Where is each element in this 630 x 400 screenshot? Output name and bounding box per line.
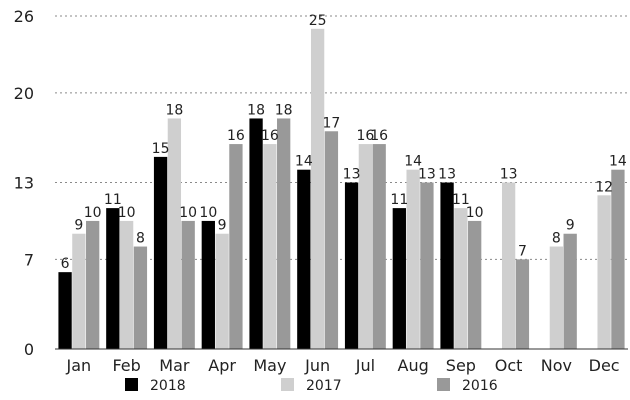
x-tick-label-jul: Jul [355, 356, 375, 375]
bar-sep-2016 [468, 220, 482, 349]
bar-jul-2016 [372, 144, 386, 349]
bar-apr-2018 [201, 220, 215, 349]
bar-nov-2017 [549, 246, 564, 349]
bar-apr-2017 [215, 233, 229, 349]
x-tick-label-feb: Feb [112, 356, 140, 375]
bar-dec-2016 [611, 169, 625, 349]
data-label-jan-2016: 10 [84, 205, 102, 221]
data-label-may-2017: 16 [261, 128, 279, 144]
x-tick-label-mar: Mar [159, 356, 190, 375]
x-axis: Jan Feb Mar Apr May Jun Jul Aug Sep Oct Nov Dec [55, 348, 628, 375]
bar-dec-2017 [597, 195, 611, 349]
bar-may-2016 [277, 118, 291, 349]
y-tick-label: 26 [14, 7, 34, 26]
bar-mar-2017 [167, 118, 182, 349]
data-label-oct-2016: 7 [518, 243, 527, 259]
data-label-jul-2017: 16 [356, 128, 374, 144]
legend-label-2018: 2018 [150, 378, 186, 394]
bar-may-2018 [249, 118, 263, 349]
data-label-jul-2018: 13 [343, 167, 361, 183]
data-label-jun-2017: 25 [309, 13, 327, 29]
x-tick-label-jan: Jan [66, 356, 92, 375]
data-label-mar-2018: 15 [152, 141, 170, 157]
x-tick-label-apr: Apr [208, 356, 236, 375]
data-label-nov-2016: 9 [566, 218, 575, 234]
data-label-aug-2018: 11 [390, 192, 408, 208]
data-label-feb-2016: 8 [136, 231, 145, 247]
legend-label-2017: 2017 [306, 378, 342, 394]
legend-swatch-2016 [437, 378, 450, 391]
data-label-may-2018: 18 [247, 102, 265, 118]
data-label-apr-2018: 10 [199, 205, 217, 221]
bar-mar-2016 [181, 220, 195, 349]
bar-mar-2018 [153, 156, 168, 349]
bar-jun-2018 [297, 169, 311, 349]
bar-feb-2016 [133, 246, 148, 349]
bar-apr-2016 [229, 144, 243, 349]
bar-jan-2016 [86, 220, 100, 349]
bar-aug-2017 [406, 169, 420, 349]
data-label-feb-2017: 10 [118, 205, 136, 221]
x-tick-label-oct: Oct [495, 356, 523, 375]
y-axis: 0 7 13 20 26 [14, 7, 34, 359]
data-label-feb-2018: 11 [104, 192, 122, 208]
bar-sep-2018 [440, 182, 454, 349]
data-label-jul-2016: 16 [370, 128, 388, 144]
legend-item-2018: 2018 [125, 378, 186, 394]
x-tick-label-jun: Jun [304, 356, 330, 375]
bar-sep-2017 [454, 208, 468, 349]
bar-aug-2018 [392, 208, 406, 349]
bar-jan-2018 [58, 272, 72, 349]
x-tick-label-nov: Nov [541, 356, 572, 375]
legend-swatch-2017 [281, 378, 294, 391]
data-label-aug-2017: 14 [404, 154, 422, 170]
bars [58, 28, 625, 350]
bar-may-2017 [263, 144, 277, 349]
bar-nov-2016 [563, 233, 577, 349]
bar-jul-2017 [358, 144, 373, 349]
x-tick-label-dec: Dec [589, 356, 620, 375]
y-tick-label: 0 [24, 340, 34, 359]
data-label-dec-2017: 12 [595, 179, 613, 195]
gridlines [55, 15, 628, 260]
y-tick-label: 20 [14, 84, 34, 103]
x-tick-label-may: May [253, 356, 286, 375]
y-tick-label: 13 [14, 174, 34, 193]
data-label-sep-2018: 13 [438, 167, 456, 183]
data-label-sep-2017: 11 [452, 192, 470, 208]
data-label-nov-2017: 8 [552, 231, 561, 247]
data-label-mar-2017: 18 [165, 102, 183, 118]
bar-jun-2016 [324, 131, 339, 349]
data-label-jun-2016: 17 [323, 115, 341, 131]
y-tick-label: 7 [24, 250, 34, 269]
bar-oct-2017 [501, 182, 516, 349]
legend-swatch-2018 [125, 378, 138, 391]
data-label-may-2016: 18 [275, 102, 293, 118]
data-label-apr-2016: 16 [227, 128, 245, 144]
data-label-apr-2017: 9 [218, 218, 227, 234]
bar-jan-2017 [72, 233, 86, 349]
bar-jun-2017 [310, 28, 325, 350]
data-label-aug-2016: 13 [418, 167, 436, 183]
data-label-mar-2016: 10 [179, 205, 197, 221]
bar-jul-2018 [344, 182, 359, 349]
data-label-jan-2018: 6 [61, 256, 70, 272]
data-label-jan-2017: 9 [74, 218, 83, 234]
data-label-oct-2017: 13 [500, 167, 518, 183]
legend-item-2016: 2016 [437, 378, 498, 394]
legend-item-2017: 2017 [281, 378, 342, 394]
bar-oct-2016 [515, 259, 530, 349]
data-label-dec-2016: 14 [609, 154, 627, 170]
bar-aug-2016 [420, 182, 434, 349]
bar-feb-2018 [106, 208, 120, 349]
x-tick-label-sep: Sep [446, 356, 476, 375]
legend: 2018 2017 2016 [125, 378, 498, 394]
x-tick-label-aug: Aug [398, 356, 429, 375]
bar-feb-2017 [119, 220, 134, 349]
data-label-jun-2018: 14 [295, 154, 313, 170]
data-label-sep-2016: 10 [466, 205, 484, 221]
legend-label-2016: 2016 [462, 378, 498, 394]
